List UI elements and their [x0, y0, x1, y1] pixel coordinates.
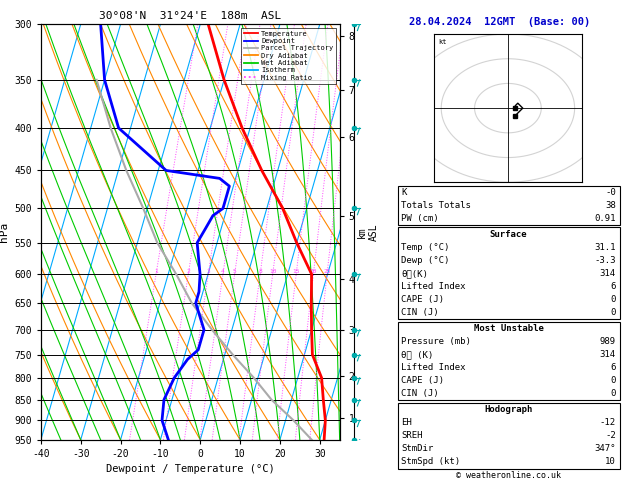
X-axis label: Dewpoint / Temperature (°C): Dewpoint / Temperature (°C) — [106, 465, 275, 474]
Text: 314: 314 — [599, 269, 616, 278]
Text: 1: 1 — [154, 269, 158, 274]
Text: CAPE (J): CAPE (J) — [401, 376, 444, 385]
Text: 314: 314 — [599, 350, 616, 359]
Text: 0: 0 — [610, 389, 616, 399]
Text: 0: 0 — [610, 376, 616, 385]
Text: 6: 6 — [610, 282, 616, 291]
Text: CIN (J): CIN (J) — [401, 389, 439, 399]
Text: Totals Totals: Totals Totals — [401, 201, 471, 210]
Text: Dewp (°C): Dewp (°C) — [401, 256, 450, 265]
Text: 38: 38 — [605, 201, 616, 210]
Text: Lifted Index: Lifted Index — [401, 282, 466, 291]
Text: 28.04.2024  12GMT  (Base: 00): 28.04.2024 12GMT (Base: 00) — [409, 17, 591, 27]
Text: 0: 0 — [610, 308, 616, 317]
Text: CAPE (J): CAPE (J) — [401, 295, 444, 304]
Text: EH: EH — [401, 418, 412, 427]
Text: 31.1: 31.1 — [594, 243, 616, 252]
Text: 6: 6 — [610, 363, 616, 372]
Text: Surface: Surface — [490, 229, 527, 239]
Text: θᴇ(K): θᴇ(K) — [401, 269, 428, 278]
Text: -12: -12 — [599, 418, 616, 427]
Text: Lifted Index: Lifted Index — [401, 363, 466, 372]
Text: 0.91: 0.91 — [594, 214, 616, 223]
Y-axis label: hPa: hPa — [0, 222, 9, 242]
Text: Hodograph: Hodograph — [484, 405, 533, 414]
Text: 989: 989 — [599, 337, 616, 346]
Text: kt: kt — [439, 39, 447, 45]
Text: PW (cm): PW (cm) — [401, 214, 439, 223]
Text: StmSpd (kt): StmSpd (kt) — [401, 457, 460, 467]
Text: 8: 8 — [259, 269, 262, 274]
Text: 25: 25 — [323, 269, 331, 274]
Text: 15: 15 — [292, 269, 300, 274]
Text: 10: 10 — [269, 269, 276, 274]
Text: Most Unstable: Most Unstable — [474, 324, 543, 333]
Text: Pressure (mb): Pressure (mb) — [401, 337, 471, 346]
Y-axis label: km
ASL: km ASL — [357, 223, 379, 241]
Text: Temp (°C): Temp (°C) — [401, 243, 450, 252]
Text: 10: 10 — [605, 457, 616, 467]
Text: K: K — [401, 188, 407, 197]
Text: 5: 5 — [233, 269, 237, 274]
Text: 0: 0 — [610, 295, 616, 304]
Text: SREH: SREH — [401, 431, 423, 440]
Text: -3.3: -3.3 — [594, 256, 616, 265]
Text: -2: -2 — [605, 431, 616, 440]
Text: © weatheronline.co.uk: © weatheronline.co.uk — [456, 471, 560, 480]
Legend: Temperature, Dewpoint, Parcel Trajectory, Dry Adiabat, Wet Adiabat, Isotherm, Mi: Temperature, Dewpoint, Parcel Trajectory… — [241, 28, 336, 84]
Title: 30°08'N  31°24'E  188m  ASL: 30°08'N 31°24'E 188m ASL — [99, 11, 281, 21]
Text: 347°: 347° — [594, 444, 616, 453]
Text: 4: 4 — [221, 269, 225, 274]
Text: θᴇ (K): θᴇ (K) — [401, 350, 433, 359]
Text: 20: 20 — [309, 269, 317, 274]
Text: 2: 2 — [186, 269, 190, 274]
Text: CIN (J): CIN (J) — [401, 308, 439, 317]
Text: -0: -0 — [605, 188, 616, 197]
Text: StmDir: StmDir — [401, 444, 433, 453]
Text: 3: 3 — [206, 269, 210, 274]
